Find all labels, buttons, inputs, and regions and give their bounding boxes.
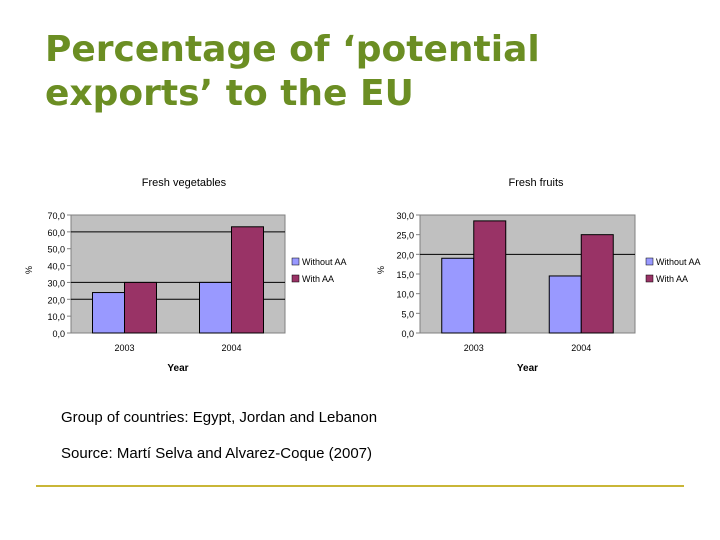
y-tick-label: 10,0 [47, 312, 65, 322]
legend-label: With AA [656, 274, 688, 284]
legend-label: With AA [302, 274, 334, 284]
legend-box [643, 253, 717, 293]
legend-swatch [645, 274, 654, 283]
y-tick-label: 0,0 [52, 329, 65, 339]
footer-rule [36, 485, 684, 487]
legend-label: Without AA [656, 257, 701, 267]
y-tick-label: 0,0 [401, 329, 414, 339]
y-tick-label: 20,0 [396, 250, 414, 260]
x-tick-label: 2003 [114, 343, 134, 353]
slide-title-line-1: Percentage of ‘potential [45, 29, 540, 70]
bar-with-aa-2004 [231, 226, 264, 334]
y-tick-label: 15,0 [396, 270, 414, 280]
bar-with-aa-2003 [473, 220, 507, 334]
legend-swatch [291, 274, 300, 283]
bar-without-aa-2004 [548, 275, 582, 334]
x-tick-label: 2003 [464, 343, 484, 353]
fresh-fruits-chart: Fresh fruits 0,0 5,0 10,0 15,0 20,0 25,0 30,0% 2… [376, 177, 717, 374]
y-tick-label: 5,0 [401, 309, 414, 319]
countries-note: Group of countries: Egypt, Jordan and Le… [61, 409, 378, 426]
source-note: Source: Martí Selva and Alvarez-Coque (2… [61, 445, 372, 462]
slide-title: Percentage of ‘potential exports’ to the… [45, 28, 685, 116]
y-axis-label: % [24, 266, 34, 274]
fresh-vegetables-chart: Fresh vegetables 0,0 10,0 20,0 30,0 40,0 50,0 6… [24, 177, 363, 374]
legend-swatch [645, 257, 654, 266]
y-tick-label: 70,0 [47, 211, 65, 221]
y-axis-label: % [376, 266, 386, 274]
x-tick-label: 2004 [221, 343, 241, 353]
bar-without-aa-2004 [199, 281, 232, 334]
bar-without-aa-2003 [92, 292, 125, 334]
x-tick-label: 2004 [571, 343, 591, 353]
slide-title-line-2: exports’ to the EU [45, 73, 414, 114]
chart-title: Fresh fruits [508, 177, 564, 189]
y-tick-label: 50,0 [47, 245, 65, 255]
legend-swatch [291, 257, 300, 266]
chart-title: Fresh vegetables [142, 177, 227, 189]
y-tick-label: 30,0 [47, 278, 65, 288]
y-tick-label: 30,0 [396, 211, 414, 221]
y-tick-label: 60,0 [47, 228, 65, 238]
y-tick-label: 25,0 [396, 231, 414, 241]
bar-with-aa-2004 [580, 234, 614, 334]
x-axis-label: Year [167, 363, 188, 374]
x-axis-label: Year [517, 363, 538, 374]
bar-with-aa-2003 [124, 281, 157, 334]
y-tick-label: 20,0 [47, 295, 65, 305]
legend-label: Without AA [302, 257, 347, 267]
y-tick-label: 40,0 [47, 262, 65, 272]
bar-without-aa-2003 [441, 257, 475, 334]
legend-box [289, 253, 363, 293]
y-tick-label: 10,0 [396, 290, 414, 300]
